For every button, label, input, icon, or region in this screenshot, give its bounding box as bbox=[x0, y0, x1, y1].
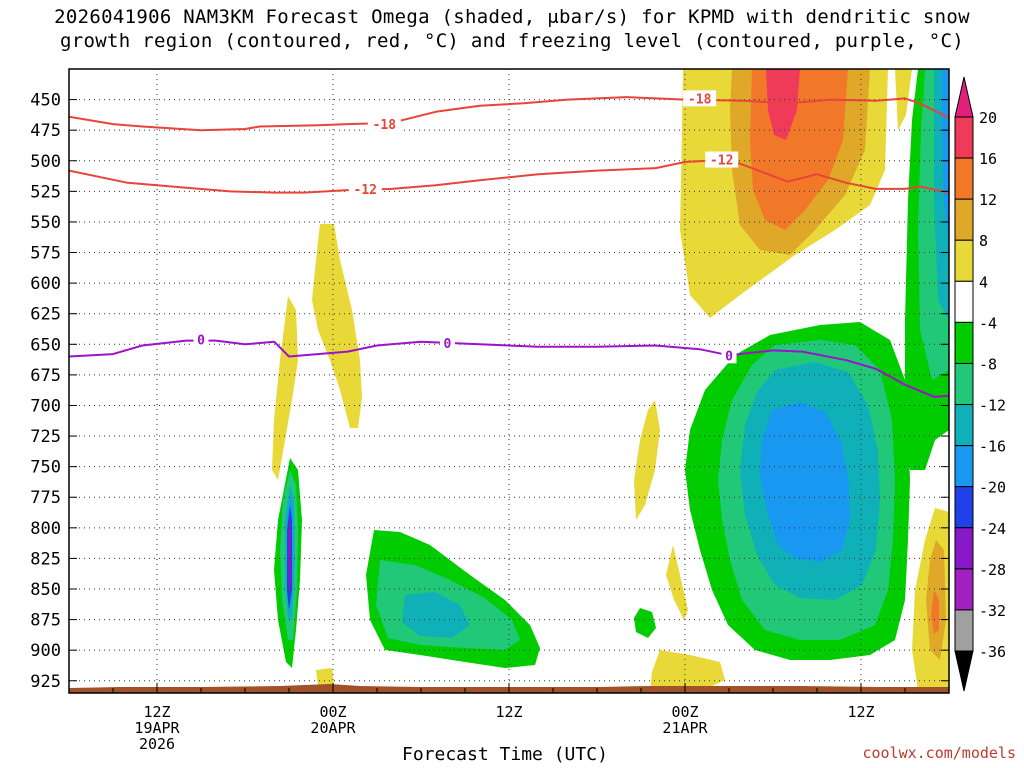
colorbar-label: -20 bbox=[979, 479, 1006, 497]
x-tick-label: 20APR bbox=[310, 719, 356, 737]
colorbar-label: 4 bbox=[979, 273, 988, 291]
y-tick-label: 875 bbox=[30, 611, 61, 631]
omega-blob-12-right-low bbox=[931, 590, 939, 634]
colorbar-box bbox=[954, 486, 974, 529]
colorbar: 20 16 12 8 4 -4 -8 -12 -16 -20 -24 -28 -32 -36 bbox=[954, 76, 1006, 692]
colorbar-box bbox=[954, 116, 974, 159]
colorbar-label: -24 bbox=[979, 520, 1006, 538]
omega-blob-4-b bbox=[312, 224, 362, 428]
y-tick-label: 525 bbox=[30, 182, 61, 202]
y-tick-label: 900 bbox=[30, 641, 61, 661]
y-tick-label: 800 bbox=[30, 519, 61, 539]
y-axis: 450 475 500 525 550 575 600 625 650 675 700 725 750 7… bbox=[30, 91, 949, 692]
y-tick-label: 700 bbox=[30, 396, 61, 416]
y-tick-label: 725 bbox=[30, 427, 61, 447]
chart-title-line2: growth region (contoured, red, °C) and f… bbox=[60, 30, 964, 52]
colorbar-box bbox=[954, 280, 974, 323]
contour-label-bg bbox=[348, 180, 382, 197]
colorbar-label: -28 bbox=[979, 561, 1006, 579]
x-tick-label: 00Z bbox=[319, 703, 346, 721]
colorbar-label: -12 bbox=[979, 397, 1006, 415]
colorbar-box bbox=[954, 198, 974, 241]
colorbar-label: 12 bbox=[979, 191, 997, 209]
credit-text: coolwx.com/models bbox=[862, 744, 1016, 762]
colorbar-box bbox=[954, 445, 974, 488]
contour-label-bg bbox=[705, 151, 739, 168]
omega-blob-16-upper bbox=[766, 69, 800, 140]
colorbar-box bbox=[954, 362, 974, 406]
x-tick-label: 12Z bbox=[143, 703, 170, 721]
grid-lines bbox=[69, 69, 949, 693]
x-tick-label: 12Z bbox=[847, 703, 874, 721]
contour-label-bg bbox=[367, 116, 401, 133]
colorbar-label: -32 bbox=[979, 602, 1006, 620]
y-tick-label: 575 bbox=[30, 244, 61, 264]
x-axis-label: Forecast Time (UTC) bbox=[402, 744, 608, 765]
contour-label-bg bbox=[721, 347, 737, 364]
omega-blob-neg12-mid bbox=[402, 592, 470, 638]
colorbar-label: 20 bbox=[979, 109, 997, 127]
chart-title-line1: 2026041906 NAM3KM Forecast Omega (shaded… bbox=[54, 6, 970, 28]
contour-label-dendritic-top: -18 bbox=[688, 92, 712, 107]
colorbar-label: 8 bbox=[979, 232, 988, 250]
y-tick-label: 550 bbox=[30, 213, 61, 233]
colorbar-box bbox=[954, 239, 974, 282]
omega-blob-4-f bbox=[316, 668, 334, 686]
y-tick-label: 675 bbox=[30, 366, 61, 386]
y-tick-label: 450 bbox=[30, 91, 61, 111]
colorbar-label: -8 bbox=[979, 355, 997, 373]
y-tick-label: 650 bbox=[30, 335, 61, 355]
omega-blob-neg16-main bbox=[760, 402, 850, 562]
x-tick-label: 2026 bbox=[139, 735, 175, 753]
omega-blob-neg24-left bbox=[288, 515, 291, 595]
contour-label-dendritic-top: -18 bbox=[373, 118, 397, 133]
y-tick-label: 625 bbox=[30, 305, 61, 325]
colorbar-box bbox=[954, 404, 974, 447]
x-tick-label: 00Z bbox=[671, 703, 698, 721]
contour-label-bg bbox=[439, 335, 455, 352]
contour-label-bg bbox=[193, 331, 209, 348]
contour-lines: -18 -18 -12 -12 0 0 0 bbox=[69, 90, 949, 398]
colorbar-top-arrow bbox=[954, 76, 974, 118]
omega-blob-4-e bbox=[650, 650, 725, 692]
contour-dendritic-bottom bbox=[69, 158, 949, 194]
y-tick-label: 925 bbox=[30, 672, 61, 692]
colorbar-box bbox=[954, 527, 974, 570]
y-tick-label: 850 bbox=[30, 580, 61, 600]
contour-label-dendritic-bottom: -12 bbox=[354, 183, 377, 198]
colorbar-bottom-arrow bbox=[954, 650, 974, 692]
omega-blob-4-a bbox=[272, 296, 298, 480]
omega-shading bbox=[69, 69, 949, 693]
colorbar-box bbox=[954, 157, 974, 200]
colorbar-label: -16 bbox=[979, 438, 1006, 456]
contour-label-dendritic-bottom: -12 bbox=[710, 154, 733, 169]
y-tick-label: 600 bbox=[30, 274, 61, 294]
y-tick-label: 475 bbox=[30, 121, 61, 141]
y-tick-label: 750 bbox=[30, 458, 61, 478]
colorbar-box bbox=[954, 321, 974, 364]
omega-blob-4-c bbox=[634, 400, 660, 520]
x-tick-label: 21APR bbox=[662, 719, 708, 737]
colorbar-label: -36 bbox=[979, 643, 1006, 661]
y-tick-label: 825 bbox=[30, 549, 61, 569]
contour-freezing-level bbox=[69, 339, 949, 398]
omega-blob-4-d bbox=[666, 545, 688, 620]
y-tick-label: 775 bbox=[30, 488, 61, 508]
contour-label-bg bbox=[683, 90, 717, 107]
contour-label-freezing-level: 0 bbox=[197, 333, 205, 348]
colorbar-box bbox=[954, 609, 974, 652]
colorbar-label: 16 bbox=[979, 150, 997, 168]
colorbar-label: -4 bbox=[979, 314, 997, 332]
x-tick-label: 12Z bbox=[495, 703, 522, 721]
x-tick-label: 19APR bbox=[134, 719, 180, 737]
colorbar-box bbox=[954, 568, 974, 611]
y-tick-label: 500 bbox=[30, 152, 61, 172]
contour-label-freezing-level: 0 bbox=[443, 337, 451, 352]
contour-dendritic-top bbox=[69, 96, 949, 132]
contour-label-freezing-level: 0 bbox=[725, 349, 733, 364]
omega-blob-neg4-small bbox=[634, 608, 656, 638]
